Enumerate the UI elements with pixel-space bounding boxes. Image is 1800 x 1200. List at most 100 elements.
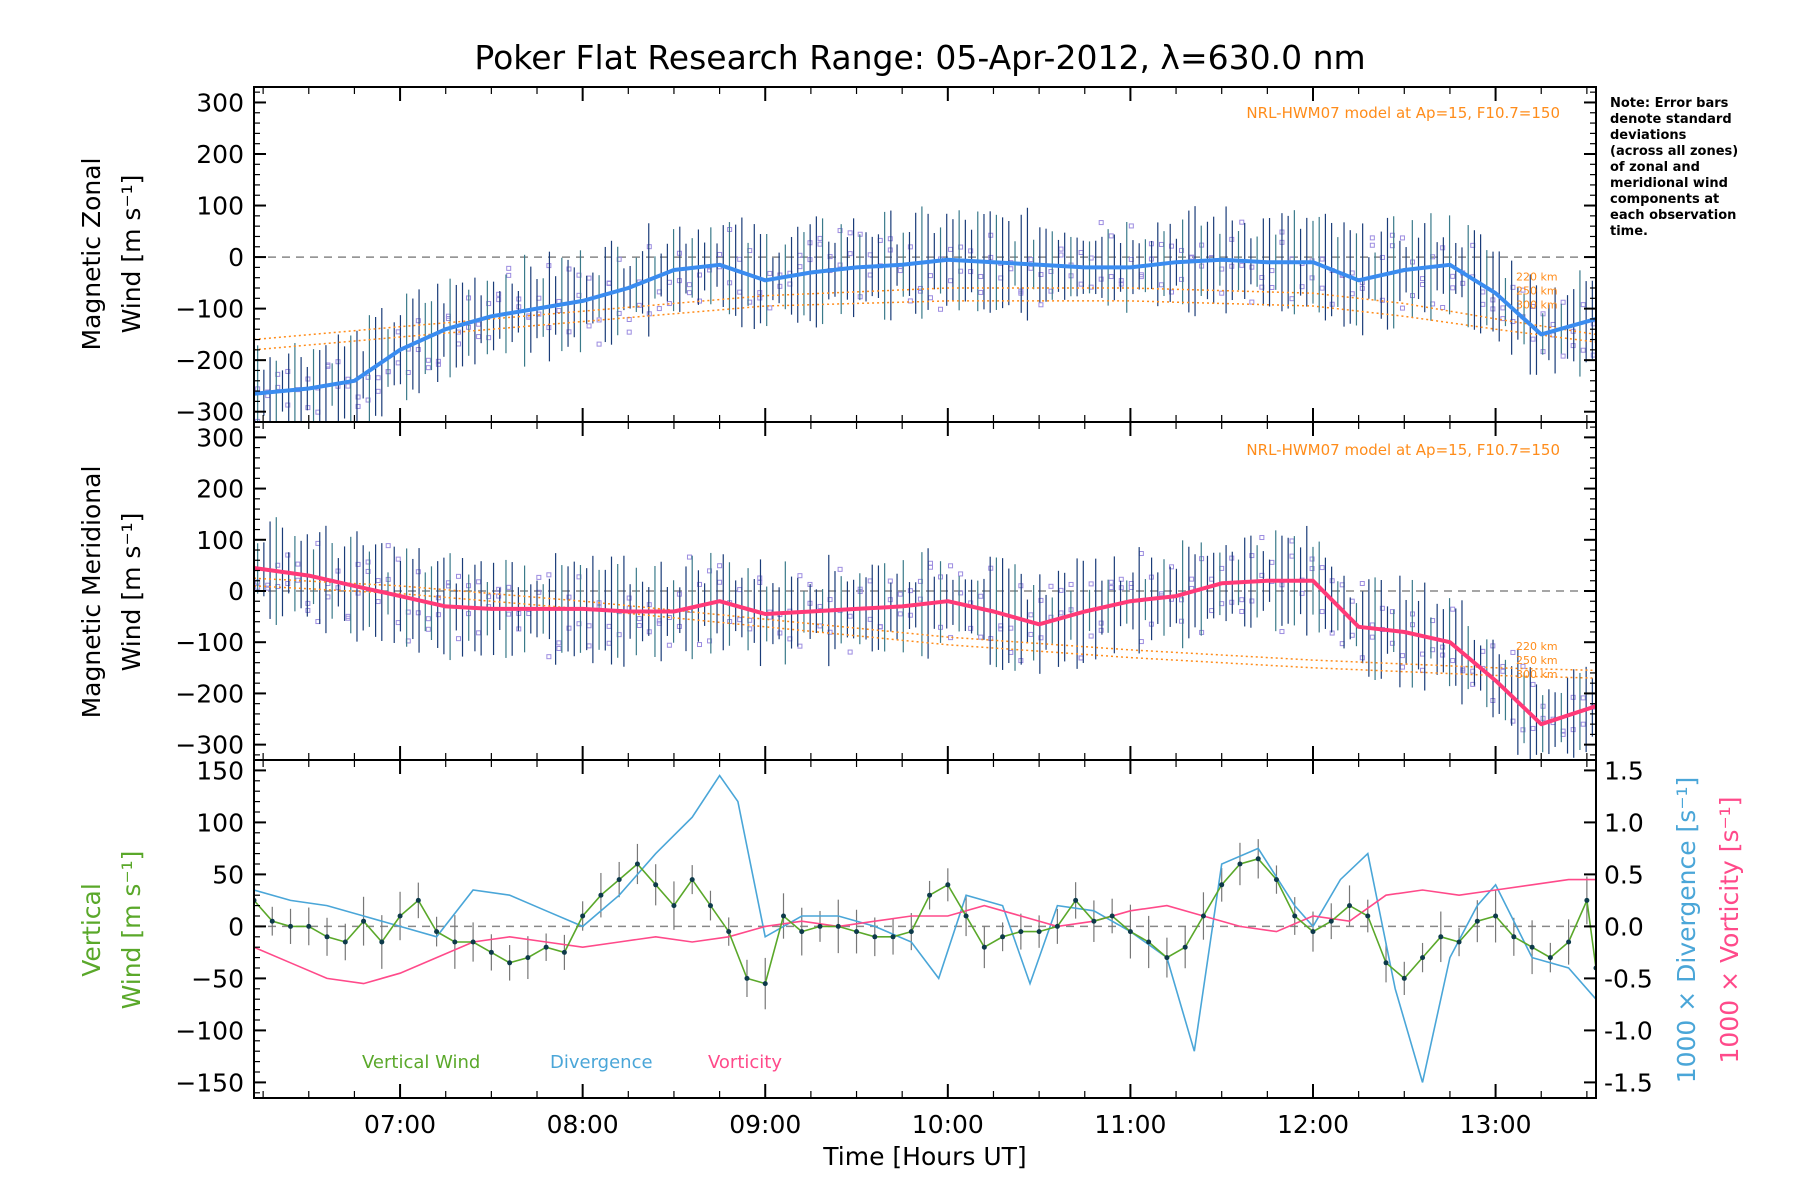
zone-point — [797, 573, 803, 579]
zone-point — [1088, 581, 1094, 587]
zone-point — [927, 295, 933, 301]
zone-point — [1399, 305, 1405, 311]
vertical-wind-point — [872, 934, 878, 940]
vertical-wind-point — [634, 861, 640, 867]
vertical-wind-point — [452, 939, 458, 945]
y-tick-label: 50 — [212, 860, 244, 889]
zone-point — [556, 308, 562, 314]
zone-point — [566, 266, 572, 272]
zone-point — [355, 561, 361, 567]
x-tick-label: 12:00 — [1277, 1110, 1349, 1139]
zone-point — [666, 301, 672, 307]
zone-point — [797, 264, 803, 270]
zone-point — [1269, 284, 1275, 290]
zone-point — [697, 581, 703, 587]
zone-point — [1440, 245, 1446, 251]
vertical-wind-point — [1000, 934, 1006, 940]
zone-point — [506, 611, 512, 617]
vertical-wind-point — [1474, 918, 1480, 924]
zone-point — [1399, 664, 1405, 670]
legend-vorticity: Vorticity — [708, 1052, 782, 1073]
zone-point — [1530, 725, 1536, 731]
zone-point — [1028, 265, 1034, 271]
zone-point — [1038, 597, 1044, 603]
zone-point — [1389, 609, 1395, 615]
zonal-model-label: NRL-HWM07 model at Ap=15, F10.7=150 — [1246, 104, 1560, 122]
zone-point — [1369, 242, 1375, 248]
zone-point — [476, 579, 482, 585]
vertical-wind-point — [799, 929, 805, 935]
zone-point — [476, 334, 482, 340]
zone-point — [1098, 220, 1104, 226]
zone-point — [1269, 559, 1275, 565]
zone-point — [1168, 289, 1174, 295]
zone-point — [425, 616, 431, 622]
zone-point — [737, 617, 743, 623]
zone-point — [1389, 640, 1395, 646]
zone-point — [867, 578, 873, 584]
zone-point — [907, 588, 913, 594]
zone-point — [636, 623, 642, 629]
zone-point — [1168, 243, 1174, 249]
zone-point — [1580, 695, 1586, 701]
zone-point — [476, 630, 482, 636]
zone-point — [375, 375, 381, 381]
zone-point — [1530, 681, 1536, 687]
vertical-wind-point — [1383, 960, 1389, 966]
zone-point — [1510, 284, 1516, 290]
vertical-wind-point — [507, 960, 513, 966]
zone-point — [1530, 336, 1536, 342]
zone-point — [1510, 718, 1516, 724]
vertical-wind-point — [598, 892, 604, 898]
zone-point — [435, 612, 441, 618]
y-tick-label: 100 — [196, 526, 244, 555]
zone-point — [1369, 235, 1375, 241]
zone-point — [365, 397, 371, 403]
zone-point — [757, 295, 763, 301]
divergence-line — [254, 774, 1596, 1083]
zone-point — [1289, 538, 1295, 544]
zone-point — [636, 302, 642, 308]
zone-point — [1480, 289, 1486, 295]
zone-point — [1098, 620, 1104, 626]
zone-point — [1560, 353, 1566, 359]
panel-1-plot-area — [254, 517, 1596, 760]
zone-point — [907, 244, 913, 250]
zone-point — [1319, 609, 1325, 615]
zone-point — [1269, 268, 1275, 274]
zone-point — [486, 594, 492, 600]
vertical-wind-point — [561, 949, 567, 955]
zone-point — [1480, 301, 1486, 307]
zone-point — [1289, 296, 1295, 302]
zone-point — [887, 578, 893, 584]
meridional-model-label: NRL-HWM07 model at Ap=15, F10.7=150 — [1246, 441, 1560, 459]
y-tick-label: 0 — [228, 912, 244, 941]
legend-vertical-wind: Vertical Wind — [362, 1052, 480, 1073]
zone-point — [1359, 581, 1365, 587]
vertical-wind-point — [1200, 913, 1206, 919]
vertical-wind-point — [415, 897, 421, 903]
zone-point — [586, 623, 592, 629]
zone-point — [1560, 299, 1566, 305]
vertical-wind-point — [288, 923, 294, 929]
zone-point — [496, 586, 502, 592]
zone-point — [626, 595, 632, 601]
vertical-wind-point — [744, 975, 750, 981]
zone-point — [1038, 272, 1044, 278]
zone-point — [1369, 634, 1375, 640]
zone-point — [737, 256, 743, 262]
zone-point — [717, 251, 723, 257]
zone-point — [596, 317, 602, 323]
vertical-ylabel-line1: Vertical — [77, 883, 106, 977]
zone-point — [1279, 629, 1285, 635]
vertical-panel: Vertical Wind [m s⁻¹] 1000 × Divergence … — [77, 756, 1744, 1171]
zone-point — [1239, 597, 1245, 603]
zone-point — [325, 362, 331, 368]
zone-point — [285, 552, 291, 558]
vertical-wind-point — [1273, 877, 1279, 883]
zone-point — [837, 566, 843, 572]
zone-point — [1108, 233, 1114, 239]
zone-point — [415, 569, 421, 575]
vertical-ylabel-line2: Wind [m s⁻¹] — [117, 851, 146, 1010]
